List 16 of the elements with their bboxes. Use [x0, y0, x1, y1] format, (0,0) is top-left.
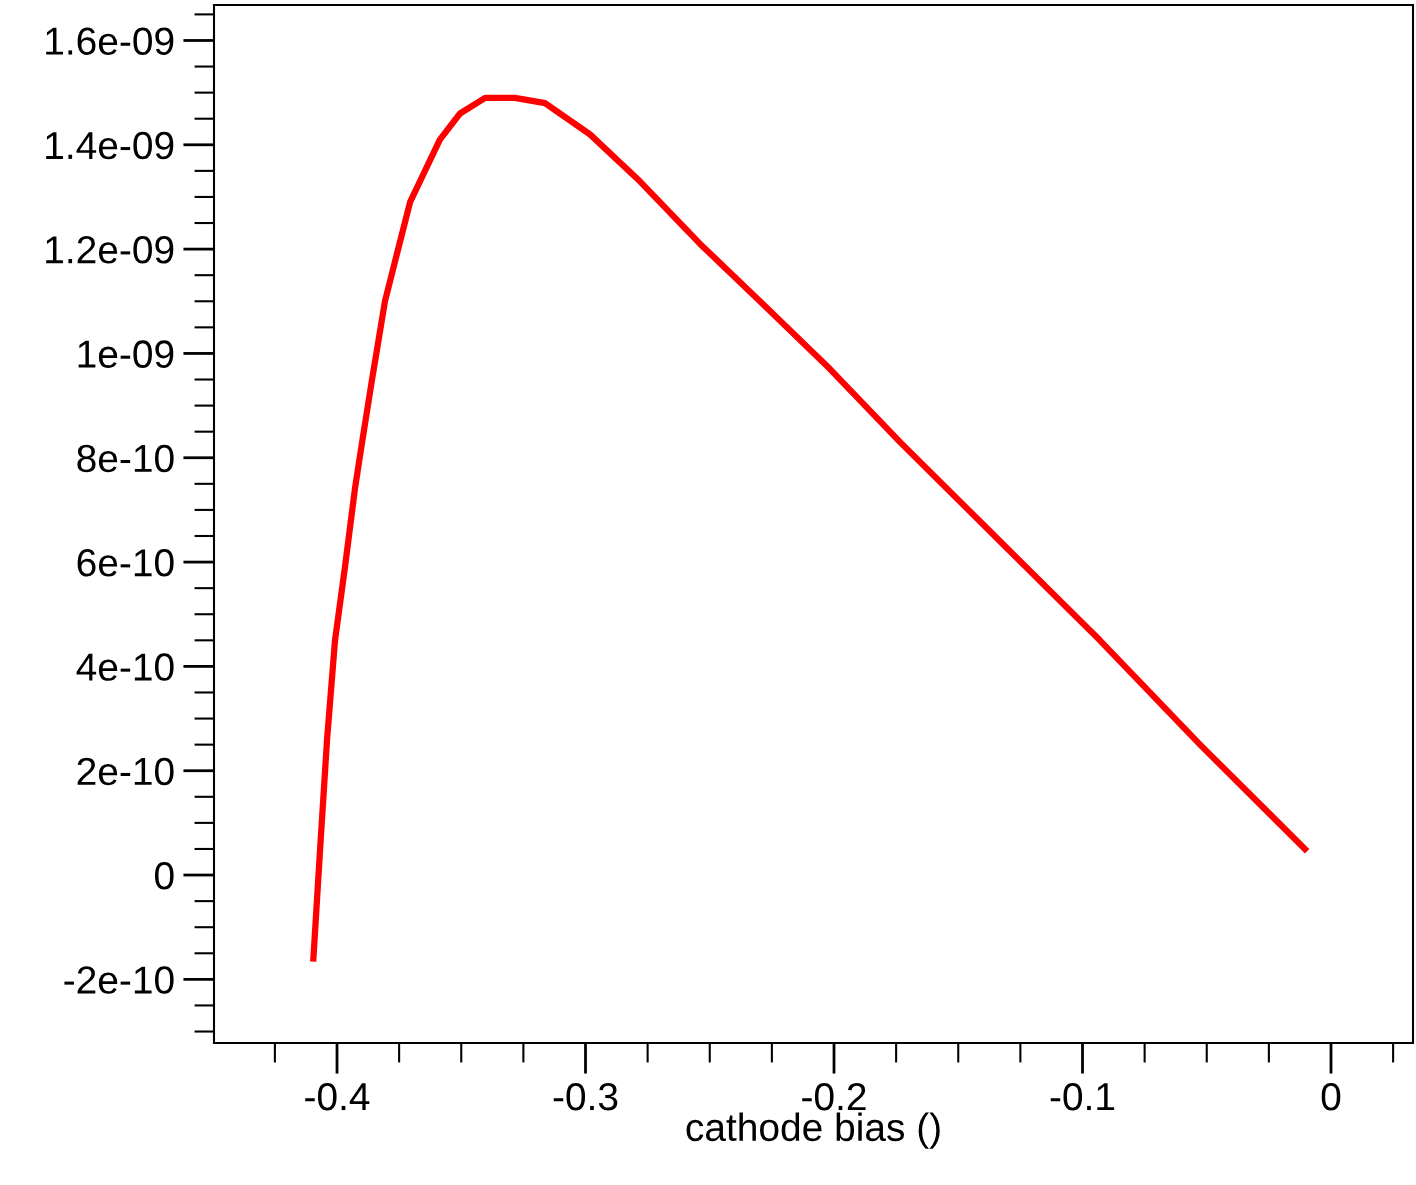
x-axis-title: cathode bias () — [686, 1112, 940, 1149]
y-tick-label: 1.4e-09 — [46, 131, 174, 160]
y-tick-label: 1.6e-09 — [46, 27, 174, 55]
x-tick-label: 0 — [1321, 1082, 1341, 1111]
y-tick-label: 6e-10 — [77, 549, 174, 577]
x-tick-label: -0.2 — [802, 1082, 866, 1111]
x-tick-label: -0.4 — [305, 1082, 370, 1111]
x-tick-label: -0.3 — [553, 1082, 618, 1111]
y-tick-label: 8e-10 — [77, 444, 174, 473]
y-tick-label: -2e-10 — [64, 966, 174, 994]
y-tick-label: 1e-09 — [78, 340, 174, 368]
y-tick-label: 1.2e-09 — [46, 236, 174, 264]
y-tick-label: 0 — [155, 861, 174, 890]
x-tick-label: -0.1 — [1050, 1082, 1115, 1111]
y-tick-label: 2e-10 — [77, 757, 174, 786]
y-tick-label: 4e-10 — [76, 653, 174, 681]
